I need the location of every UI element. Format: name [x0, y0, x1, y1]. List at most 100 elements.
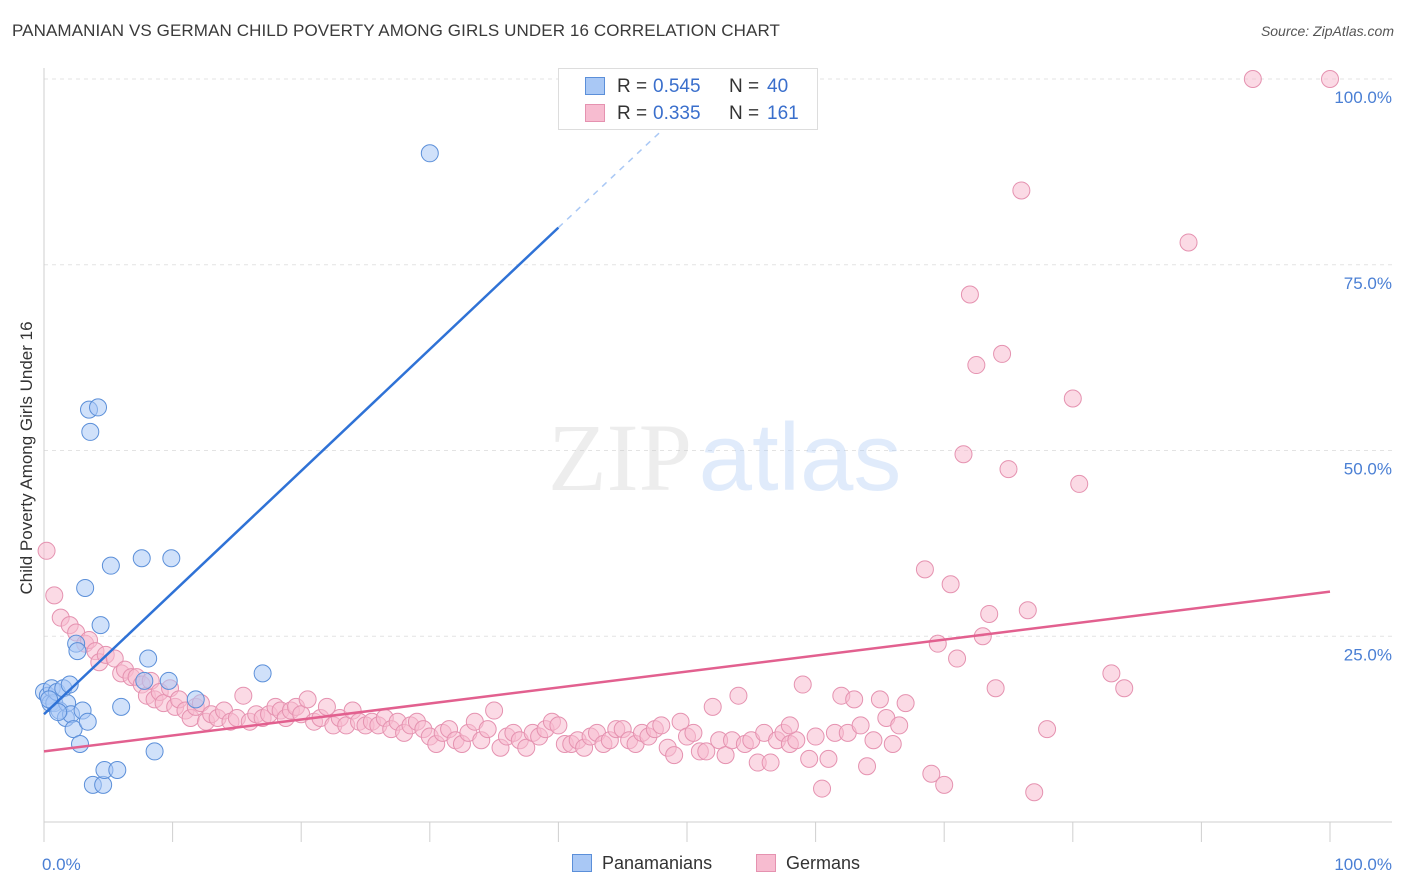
panamanians-point	[89, 398, 108, 417]
germans-point	[485, 701, 504, 720]
germans-point	[1179, 233, 1198, 252]
legend-r-value: 0.335	[653, 103, 701, 124]
panamanians-point	[91, 616, 110, 635]
germans-point	[780, 716, 799, 735]
germans-point	[1070, 474, 1089, 493]
germans-point	[922, 764, 941, 783]
y-tick-label: 25.0%	[1344, 645, 1392, 664]
germans-point	[517, 738, 536, 757]
germans-point	[883, 734, 902, 753]
panamanians-trend-line	[43, 226, 560, 716]
watermark: ZIP atlas	[548, 404, 901, 511]
chart-title: PANAMANIAN VS GERMAN CHILD POVERTY AMONG…	[12, 21, 781, 40]
germans-point	[819, 749, 838, 768]
germans-point	[1012, 181, 1031, 200]
germans-point	[671, 712, 690, 731]
panamanians-point	[162, 549, 181, 568]
germans-point	[1038, 720, 1057, 739]
legend-r-value: 0.545	[653, 76, 701, 97]
x-tick-label: 0.0%	[42, 855, 81, 874]
germans-point	[298, 690, 317, 709]
panamanians-point	[60, 675, 79, 694]
germans-point	[1025, 783, 1044, 802]
source-text: Source: ZipAtlas.com	[1260, 23, 1394, 39]
germans-point	[684, 723, 703, 742]
germans-point	[729, 686, 748, 705]
germans-point	[890, 716, 909, 735]
legend-label-germans: Germans	[786, 853, 861, 873]
panamanians-point	[78, 712, 97, 731]
germans-point	[858, 757, 877, 776]
germans-point	[761, 753, 780, 772]
watermark-atlas: atlas	[699, 404, 902, 511]
germans-point	[986, 679, 1005, 698]
panamanians-point	[132, 549, 151, 568]
panamanians-point	[112, 697, 131, 716]
y-tick-label: 100.0%	[1334, 88, 1392, 107]
germans-point	[1063, 389, 1082, 408]
y-tick-label: 50.0%	[1344, 460, 1392, 479]
germans-point	[896, 694, 915, 713]
panamanians-point	[186, 690, 205, 709]
legend-swatch-germans	[585, 104, 605, 122]
germans-point	[806, 727, 825, 746]
legend-r-label: R =	[617, 76, 648, 97]
legend-n-label: N =	[729, 103, 760, 124]
panamanians-point	[94, 775, 113, 794]
germans-point	[999, 460, 1018, 479]
germans-point	[1321, 70, 1339, 88]
germans-point	[105, 649, 124, 668]
germans-point	[37, 541, 56, 560]
germans-point	[703, 697, 722, 716]
germans-point	[954, 445, 973, 464]
panamanians-point	[81, 422, 100, 441]
germans-point	[665, 746, 684, 765]
germans-point	[478, 720, 497, 739]
legend-swatch-panamanians	[585, 77, 605, 95]
panamanians-point	[68, 642, 87, 661]
panamanians-trend-extension	[557, 130, 662, 229]
germans-point	[935, 775, 954, 794]
panamanians-point	[145, 742, 164, 761]
germans-point	[967, 356, 986, 375]
y-tick-label: 75.0%	[1344, 274, 1392, 293]
germans-point	[45, 586, 64, 605]
panamanians-points	[35, 144, 439, 794]
legend-r-label: R =	[617, 103, 648, 124]
germans-point	[716, 746, 735, 765]
panamanians-point	[139, 649, 158, 668]
germans-point	[813, 779, 832, 798]
watermark-zip: ZIP	[548, 404, 692, 511]
germans-point	[960, 285, 979, 304]
legend-row-germans: R = 0.335 N = 161	[559, 101, 819, 127]
correlation-legend: R = 0.545 N = 40 R = 0.335 N = 161	[558, 68, 818, 130]
gridlines	[44, 78, 1392, 637]
germans-point	[549, 716, 568, 735]
germans-point	[941, 575, 960, 594]
panamanians-point	[101, 556, 120, 575]
germans-point	[793, 675, 812, 694]
germans-point	[864, 731, 883, 750]
x-tick-label: 100.0%	[1334, 855, 1392, 874]
legend-n-value: 40	[767, 76, 789, 97]
panamanians-point	[420, 144, 439, 163]
panamanians-point	[253, 664, 272, 683]
tick-labels: 25.0% 50.0% 75.0% 100.0% 0.0% 100.0%	[42, 88, 1392, 874]
panamanians-point	[76, 578, 95, 597]
panamanians-point	[159, 671, 178, 690]
panamanians-point	[108, 760, 127, 779]
germans-point	[993, 344, 1012, 363]
germans-trend-line	[43, 590, 1331, 753]
germans-point	[787, 731, 806, 750]
germans-point	[697, 742, 716, 761]
panamanians-point	[64, 720, 83, 739]
legend-n-label: N =	[729, 76, 760, 97]
germans-point	[851, 716, 870, 735]
legend-n-value: 161	[767, 103, 799, 124]
panamanians-point	[49, 703, 68, 722]
germans-point	[948, 649, 967, 668]
legend-swatch-panamanians	[572, 854, 592, 872]
germans-points	[37, 70, 1339, 802]
legend-row-panamanians: R = 0.545 N = 40	[559, 74, 819, 100]
